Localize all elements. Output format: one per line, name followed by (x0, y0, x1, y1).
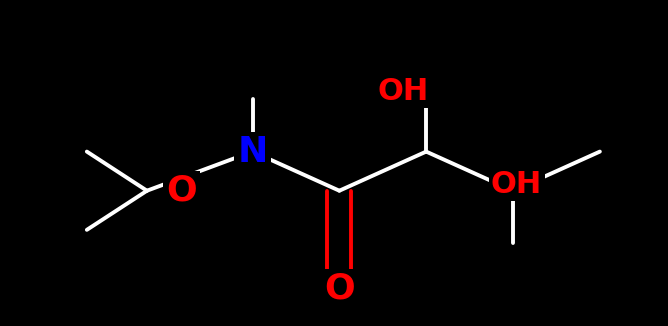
Text: N: N (237, 135, 268, 169)
Text: O: O (166, 174, 197, 208)
Text: OH: OH (377, 77, 429, 106)
Text: O: O (324, 272, 355, 305)
Text: OH: OH (491, 170, 542, 199)
